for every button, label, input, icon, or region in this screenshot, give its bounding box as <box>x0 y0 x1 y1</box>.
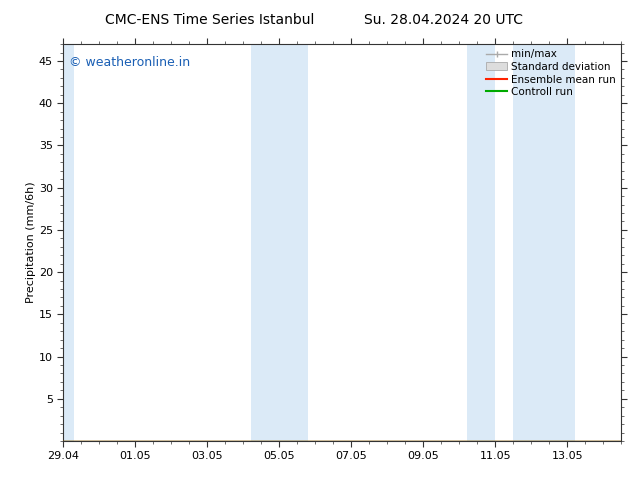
Text: © weatheronline.in: © weatheronline.in <box>69 56 190 69</box>
Bar <box>467 44 495 441</box>
Text: Su. 28.04.2024 20 UTC: Su. 28.04.2024 20 UTC <box>365 13 523 27</box>
Bar <box>514 44 574 441</box>
Bar <box>60 44 74 441</box>
Legend: min/max, Standard deviation, Ensemble mean run, Controll run: min/max, Standard deviation, Ensemble me… <box>484 47 618 99</box>
Y-axis label: Precipitation (mm/6h): Precipitation (mm/6h) <box>26 182 36 303</box>
Bar <box>250 44 308 441</box>
Text: CMC-ENS Time Series Istanbul: CMC-ENS Time Series Istanbul <box>105 13 314 27</box>
